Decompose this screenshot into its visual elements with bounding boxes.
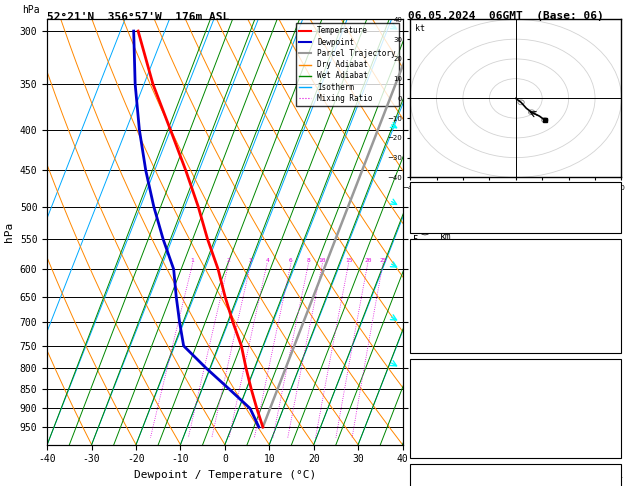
Text: CAPE (J): CAPE (J) (413, 426, 460, 436)
Text: 1.44: 1.44 (595, 217, 618, 227)
Text: Pressure (mb): Pressure (mb) (413, 378, 489, 388)
Text: 25: 25 (379, 259, 387, 263)
Text: 7: 7 (613, 257, 618, 267)
Text: 13: 13 (606, 185, 618, 195)
Text: 900: 900 (601, 378, 618, 388)
Text: 6.1: 6.1 (601, 273, 618, 283)
Text: 9: 9 (613, 305, 618, 315)
Text: © weatheronline.co.uk: © weatheronline.co.uk (510, 474, 623, 484)
Text: 8: 8 (306, 259, 310, 263)
Legend: Temperature, Dewpoint, Parcel Trajectory, Dry Adiabat, Wet Adiabat, Isotherm, Mi: Temperature, Dewpoint, Parcel Trajectory… (296, 23, 399, 106)
Text: CIN (J): CIN (J) (413, 442, 454, 452)
Text: 0: 0 (613, 426, 618, 436)
Text: 06.05.2024  06GMT  (Base: 06): 06.05.2024 06GMT (Base: 06) (408, 11, 603, 21)
Text: EH: EH (413, 482, 425, 486)
Text: 297: 297 (601, 289, 618, 299)
Text: 20: 20 (364, 259, 372, 263)
Text: 0: 0 (613, 321, 618, 331)
Text: 0: 0 (613, 337, 618, 347)
Text: 1: 1 (191, 259, 194, 263)
Text: θₑ(K): θₑ(K) (413, 289, 443, 299)
Text: K: K (413, 185, 419, 195)
Text: 52°21'N  356°57'W  176m ASL: 52°21'N 356°57'W 176m ASL (47, 12, 230, 22)
Text: CAPE (J): CAPE (J) (413, 321, 460, 331)
Text: Dewp (°C): Dewp (°C) (413, 273, 466, 283)
Text: 4: 4 (265, 259, 269, 263)
Text: 15: 15 (345, 259, 352, 263)
Text: 302: 302 (601, 394, 618, 404)
Text: Mixing Ratio (g/kg): Mixing Ratio (g/kg) (422, 206, 431, 301)
X-axis label: Dewpoint / Temperature (°C): Dewpoint / Temperature (°C) (134, 470, 316, 480)
Text: 10: 10 (319, 259, 326, 263)
Text: Totals Totals: Totals Totals (413, 201, 489, 211)
Text: 14: 14 (606, 482, 618, 486)
Y-axis label: hPa: hPa (4, 222, 14, 242)
Y-axis label: km
ASL: km ASL (437, 232, 455, 254)
Text: Lifted Index: Lifted Index (413, 410, 484, 420)
Text: Surface: Surface (495, 241, 537, 251)
Text: 2: 2 (226, 259, 230, 263)
Text: 44: 44 (606, 201, 618, 211)
Text: Most Unstable: Most Unstable (477, 362, 554, 372)
Text: hPa: hPa (22, 5, 40, 15)
Text: PW (cm): PW (cm) (413, 217, 454, 227)
Text: kt: kt (415, 24, 425, 33)
Text: 3: 3 (249, 259, 253, 263)
Text: 0: 0 (613, 442, 618, 452)
Text: 6: 6 (613, 410, 618, 420)
Text: LCL: LCL (413, 427, 428, 436)
Text: θₑ (K): θₑ (K) (413, 394, 448, 404)
Text: 6: 6 (289, 259, 293, 263)
Text: CIN (J): CIN (J) (413, 337, 454, 347)
Text: Temp (°C): Temp (°C) (413, 257, 466, 267)
Text: Hodograph: Hodograph (489, 466, 542, 476)
Text: Lifted Index: Lifted Index (413, 305, 484, 315)
